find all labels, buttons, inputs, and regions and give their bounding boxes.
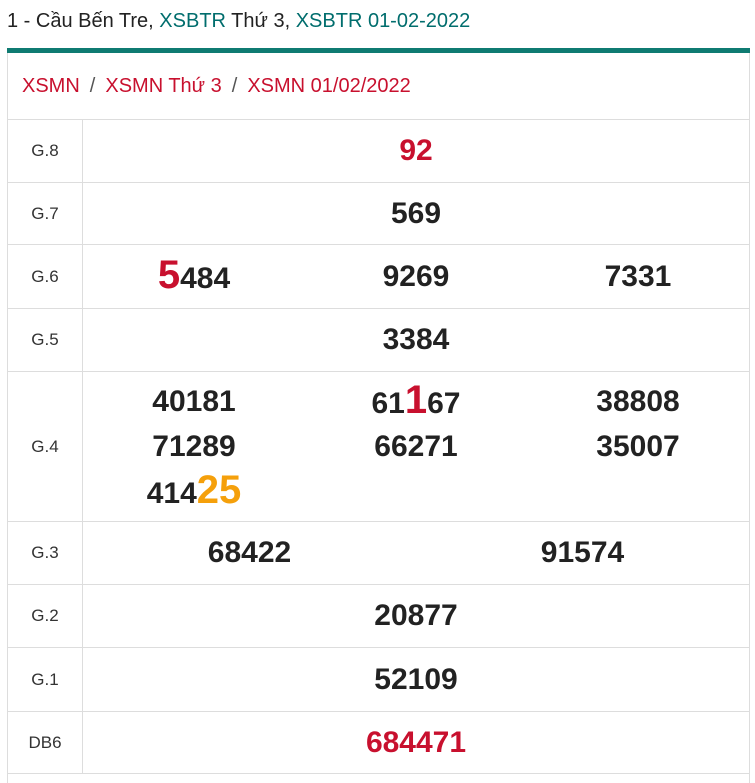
title-link[interactable]: XSBTR	[159, 10, 226, 32]
prize-numbers: 569	[83, 183, 749, 244]
digits: 61	[371, 386, 405, 420]
breadcrumb-link[interactable]: XSMN Thứ 3	[105, 75, 222, 97]
prize-number: 35007	[527, 426, 749, 468]
digits: 484	[180, 261, 231, 295]
prize-label: G.6	[8, 245, 83, 308]
prize-number: 5484	[83, 254, 305, 300]
prize-numbers: 92	[83, 120, 749, 182]
prize-number: 92	[83, 130, 749, 172]
breadcrumb: XSMN / XSMN Thứ 3 / XSMN 01/02/2022	[8, 53, 749, 120]
digits: 52109	[374, 662, 458, 696]
prize-number: 569	[83, 193, 749, 235]
prize-label: G.8	[8, 120, 83, 182]
digits: 414	[146, 476, 197, 510]
digits: 569	[390, 196, 442, 230]
prize-numbers: 52109	[83, 648, 749, 711]
prize-numbers: 68422 91574	[83, 522, 749, 584]
breadcrumb-separator: /	[89, 75, 96, 97]
prize-number: 7331	[527, 256, 749, 298]
highlight-digits: 5	[157, 252, 181, 297]
digits: 68422	[207, 536, 292, 569]
highlight-digits: 25	[196, 467, 242, 512]
prize-label: G.4	[8, 372, 83, 521]
prize-label: G.5	[8, 309, 83, 371]
digits: 40181	[152, 384, 236, 418]
prize-number: 71289	[83, 426, 305, 468]
prize-number: 68422	[83, 532, 416, 574]
digits: 66271	[374, 429, 458, 463]
digits: 92	[399, 134, 433, 167]
prize-row: G.8 92	[8, 120, 749, 183]
prize-row: G.2 20877	[8, 585, 749, 648]
result-box: XSMN / XSMN Thứ 3 / XSMN 01/02/2022 G.8 92 G.7…	[7, 53, 750, 783]
prize-label: G.3	[8, 522, 83, 584]
prize-row: DB6 684471	[8, 712, 749, 774]
title-link[interactable]: XSBTR 01-02-2022	[295, 10, 471, 32]
digits: 91574	[540, 536, 625, 569]
prize-number: 91574	[416, 532, 749, 574]
digits: 20877	[374, 599, 458, 632]
breadcrumb-link[interactable]: XSMN	[22, 75, 80, 97]
digits: 38808	[596, 384, 680, 418]
prize-numbers: 684471	[83, 712, 749, 773]
prize-number: 61167	[305, 379, 527, 425]
prize-label: G.2	[8, 585, 83, 647]
prize-row: G.3 68422 91574	[8, 522, 749, 585]
title-bar	[7, 48, 750, 53]
prize-label: G.7	[8, 183, 83, 244]
title-text: 1 - Cầu Bến Tre,	[7, 10, 160, 32]
digits: 7331	[604, 259, 672, 293]
digits: 67	[427, 386, 461, 420]
prize-numbers: 3384	[83, 309, 749, 371]
prize-row: G.4 40181 61167 38808 71289 66271 35007 41425	[8, 372, 749, 522]
prize-number: 40181	[83, 381, 305, 423]
prize-number: 3384	[83, 319, 749, 361]
breadcrumb-separator: /	[231, 75, 238, 97]
prize-number: 9269	[305, 256, 527, 298]
title-text: Thứ 3,	[225, 10, 296, 32]
breadcrumb-link[interactable]: XSMN 01/02/2022	[247, 75, 411, 97]
prize-number: 684471	[83, 722, 749, 764]
prize-row: G.7 569	[8, 183, 749, 245]
prize-row: G.5 3384	[8, 309, 749, 372]
prize-row: G.6 5484 9269 7331	[8, 245, 749, 309]
prize-numbers: 5484 9269 7331	[83, 245, 749, 308]
prize-numbers: 40181 61167 38808 71289 66271 35007 41425	[83, 372, 749, 521]
digits: 9269	[382, 259, 450, 293]
digits: 684471	[365, 725, 467, 759]
digits: 71289	[152, 429, 236, 463]
prize-number: 20877	[83, 595, 749, 637]
digits: 35007	[596, 429, 680, 463]
prize-label: DB6	[8, 712, 83, 773]
prize-number: 38808	[527, 381, 749, 423]
digits: 3384	[382, 323, 450, 356]
prize-numbers: 20877	[83, 585, 749, 647]
highlight-digits: 1	[404, 377, 428, 422]
result-table: G.8 92 G.7 569 G.6 5484 9269 7331 G.5 3384 G.4 4018…	[8, 120, 749, 774]
prize-label: G.1	[8, 648, 83, 711]
prize-number: 41425	[83, 469, 305, 515]
page-title: 1 - Cầu Bến Tre, XSBTR Thứ 3, XSBTR 01-0…	[7, 10, 470, 33]
prize-number: 66271	[305, 426, 527, 468]
prize-row: G.1 52109	[8, 648, 749, 712]
prize-number: 52109	[83, 659, 749, 701]
